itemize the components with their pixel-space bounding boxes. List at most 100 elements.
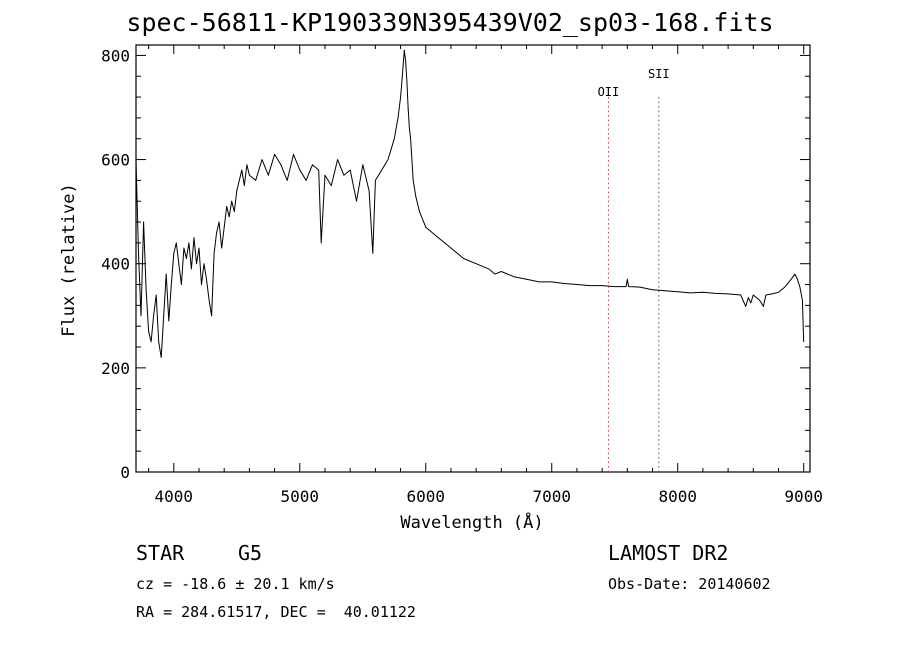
spectrum-point [255,180,257,181]
line-marker-label: OII [598,85,620,99]
y-tick-label: 0 [120,463,130,482]
spectrum-point [778,291,779,293]
spectrum-point [425,226,427,228]
spectrum-point [763,306,764,307]
spectrum-point [206,278,207,280]
spectrum-point [431,232,433,233]
spectrum-point [409,127,410,129]
spectrum-point [563,283,565,284]
spectrum-point [246,164,248,166]
x-tick-label: 8000 [658,487,697,506]
spectrum-point [349,169,351,171]
spectrum-point [407,107,409,108]
x-tick-label: 4000 [155,487,194,506]
spectrum-point [148,331,150,332]
spectrum-point [400,96,401,98]
spectrum-point [173,252,175,254]
spectrum-point [183,247,185,249]
spectrum-point [790,278,792,280]
spectrum-point [175,242,177,244]
spectrum-point [784,286,786,288]
spectrum-point [140,315,142,317]
spectrum-point [267,174,269,176]
spectrum-point [196,263,197,265]
spectrum-point [274,154,275,155]
x-tick-label: 7000 [532,487,571,506]
plot-frame [135,44,811,473]
y-tick-label: 200 [101,359,130,378]
spectrum-point [601,285,603,286]
spectrum-point [165,273,167,275]
spectrum-point [138,252,139,254]
spectrum-point [330,185,332,187]
spectrum-point [794,273,796,275]
spectrum-point [488,268,490,270]
spectrum-point [614,286,616,287]
spectrum-point [412,180,414,181]
spectrum-point [372,252,374,254]
spectrum-point [750,302,752,304]
spectrum-point [312,164,313,166]
spectrum-point [241,169,243,171]
line-marker-label: SII [648,67,670,81]
y-tick-label: 800 [101,46,130,65]
spectrum-point [664,290,666,292]
spectrum-point [639,286,641,288]
spectrum-point [677,291,679,293]
spectrum-point [203,263,205,265]
spectrum-point [218,221,220,223]
spectrum-point [576,284,578,285]
spectrum-point [233,211,235,213]
spectrum-point [494,273,496,275]
spectrum-point [213,252,215,254]
spectrum-point [393,138,395,140]
spectrum-point [702,291,704,293]
spectrum-point [216,232,218,233]
spectrum-point [368,190,370,192]
spectrum-point [163,315,165,317]
spectrum-point [356,200,357,202]
spectrum-point [444,242,446,244]
spectrum-point [249,174,250,176]
spectrum-point [475,263,477,265]
spectrum-point [150,341,152,343]
spectrum-point [375,180,376,181]
y-tick-label: 600 [101,151,130,170]
spectrum-point [155,294,157,296]
spectrum-point [280,164,282,166]
spectrum-point [628,286,629,287]
spectrum-point [740,294,742,296]
spectrum-point [803,341,805,343]
spectrum-point [752,294,754,296]
spectrum-point [158,341,160,343]
spectrum-point [238,180,240,181]
spectrum-point [223,226,225,228]
spectrum-point [201,284,202,285]
spectrum-point [381,169,383,171]
spectrum-point [625,286,627,287]
spectrum-point [188,242,190,244]
redshift-text: cz = -18.6 ± 20.1 km/s [136,575,335,593]
spectrum-point [231,200,233,202]
spectrum-point [463,258,464,259]
spectrum-line [135,49,805,358]
spectrum-point [243,185,245,187]
spectrum-point [415,195,417,197]
spectrum-point [153,315,155,317]
x-tick-label: 6000 [406,487,445,506]
spectrum-point [170,284,172,285]
survey-name: LAMOST DR2 [608,541,729,565]
spectrum-point [362,164,364,166]
spectrum-point [168,320,170,322]
spectrum-point [745,306,747,307]
spectrum-point [293,154,294,155]
spectrum-point [198,247,200,249]
spectrum-point [221,247,223,249]
spectrum-point [191,268,192,270]
spectrum-point [318,169,320,171]
chart-title: spec-56811-KP190339N395439V02_sp03-168.f… [126,8,774,37]
spectrum-point [403,49,405,51]
spectrum-point [747,297,749,298]
spectrum-point [402,65,404,67]
